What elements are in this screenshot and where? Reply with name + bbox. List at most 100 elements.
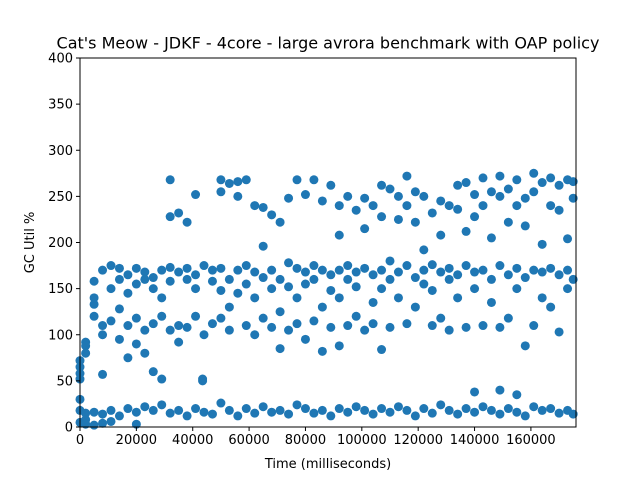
data-point bbox=[478, 173, 488, 183]
data-point bbox=[207, 265, 217, 275]
data-point bbox=[275, 307, 285, 317]
data-point bbox=[554, 205, 564, 215]
data-point bbox=[343, 407, 353, 417]
data-point bbox=[503, 313, 513, 323]
data-point bbox=[351, 311, 361, 321]
data-point bbox=[81, 341, 91, 351]
data-point bbox=[216, 285, 226, 295]
data-point bbox=[207, 319, 217, 329]
data-point bbox=[241, 404, 251, 414]
data-point bbox=[199, 330, 209, 340]
data-point bbox=[419, 245, 429, 255]
data-point bbox=[89, 311, 99, 321]
data-point bbox=[224, 325, 234, 335]
data-point bbox=[275, 274, 285, 284]
data-point bbox=[191, 190, 201, 200]
data-point bbox=[537, 239, 547, 249]
data-point bbox=[486, 187, 496, 197]
data-point bbox=[568, 409, 578, 419]
data-point bbox=[461, 404, 471, 414]
data-point bbox=[140, 402, 150, 412]
data-point bbox=[470, 387, 480, 397]
data-point bbox=[216, 263, 226, 273]
data-point bbox=[224, 178, 234, 188]
data-point bbox=[241, 175, 251, 185]
data-point bbox=[98, 369, 108, 379]
data-point bbox=[174, 267, 184, 277]
data-point bbox=[436, 267, 446, 277]
data-point bbox=[267, 322, 277, 332]
data-point bbox=[300, 190, 310, 200]
data-point bbox=[191, 311, 201, 321]
data-point bbox=[563, 234, 573, 244]
data-point bbox=[503, 270, 513, 280]
data-point bbox=[444, 263, 454, 273]
data-point bbox=[495, 171, 505, 181]
data-point bbox=[326, 270, 336, 280]
data-point bbox=[300, 267, 310, 277]
data-point bbox=[360, 405, 370, 415]
data-point bbox=[537, 293, 547, 303]
data-point bbox=[486, 274, 496, 284]
data-point bbox=[546, 173, 556, 183]
data-point bbox=[165, 325, 175, 335]
data-point bbox=[258, 202, 268, 212]
data-point bbox=[385, 274, 395, 284]
y-axis-ticks: 0 50 100 150 200 250 300 350 400 bbox=[48, 52, 80, 436]
data-point bbox=[114, 334, 124, 344]
data-point bbox=[377, 345, 387, 355]
x-axis-label: Time (milliseconds) bbox=[264, 457, 391, 472]
data-point bbox=[199, 407, 209, 417]
data-point bbox=[258, 241, 268, 251]
data-point bbox=[512, 263, 522, 273]
data-point bbox=[165, 408, 175, 418]
data-point bbox=[377, 404, 387, 414]
data-point bbox=[453, 204, 463, 214]
data-point bbox=[334, 230, 344, 240]
data-point bbox=[537, 178, 547, 188]
data-point bbox=[292, 400, 302, 410]
data-point bbox=[503, 184, 513, 194]
data-point bbox=[157, 265, 167, 275]
data-point bbox=[131, 263, 141, 273]
x-tick-label: 120000 bbox=[393, 433, 443, 448]
data-point bbox=[427, 408, 437, 418]
data-point bbox=[267, 265, 277, 275]
data-point bbox=[157, 293, 167, 303]
data-point bbox=[486, 297, 496, 307]
data-point bbox=[512, 175, 522, 185]
data-point bbox=[326, 411, 336, 421]
data-point bbox=[241, 279, 251, 289]
y-tick-label: 350 bbox=[48, 98, 73, 113]
data-point bbox=[554, 327, 564, 337]
data-point bbox=[148, 273, 158, 283]
data-point bbox=[174, 321, 184, 331]
data-point bbox=[495, 322, 505, 332]
data-point bbox=[436, 230, 446, 240]
data-point bbox=[393, 267, 403, 277]
data-point bbox=[317, 196, 327, 206]
data-point bbox=[182, 217, 192, 227]
data-point bbox=[563, 265, 573, 275]
data-point bbox=[343, 274, 353, 284]
data-point bbox=[436, 196, 446, 206]
data-point bbox=[284, 325, 294, 335]
data-point bbox=[402, 261, 412, 271]
data-point bbox=[292, 293, 302, 303]
data-point bbox=[267, 284, 277, 294]
chart-title: Cat's Meow - JDKF - 4core - large avrora… bbox=[57, 34, 600, 53]
x-tick-label: 80000 bbox=[285, 433, 326, 448]
data-point bbox=[343, 321, 353, 331]
y-tick-label: 400 bbox=[48, 52, 73, 67]
data-point bbox=[233, 191, 243, 201]
data-point bbox=[368, 409, 378, 419]
data-point bbox=[98, 409, 108, 419]
data-point bbox=[470, 407, 480, 417]
data-point bbox=[182, 263, 192, 273]
data-point bbox=[444, 325, 454, 335]
data-point bbox=[461, 178, 471, 188]
y-tick-label: 250 bbox=[48, 190, 73, 205]
data-point bbox=[419, 265, 429, 275]
data-point bbox=[233, 177, 243, 187]
x-tick-label: 140000 bbox=[450, 433, 500, 448]
